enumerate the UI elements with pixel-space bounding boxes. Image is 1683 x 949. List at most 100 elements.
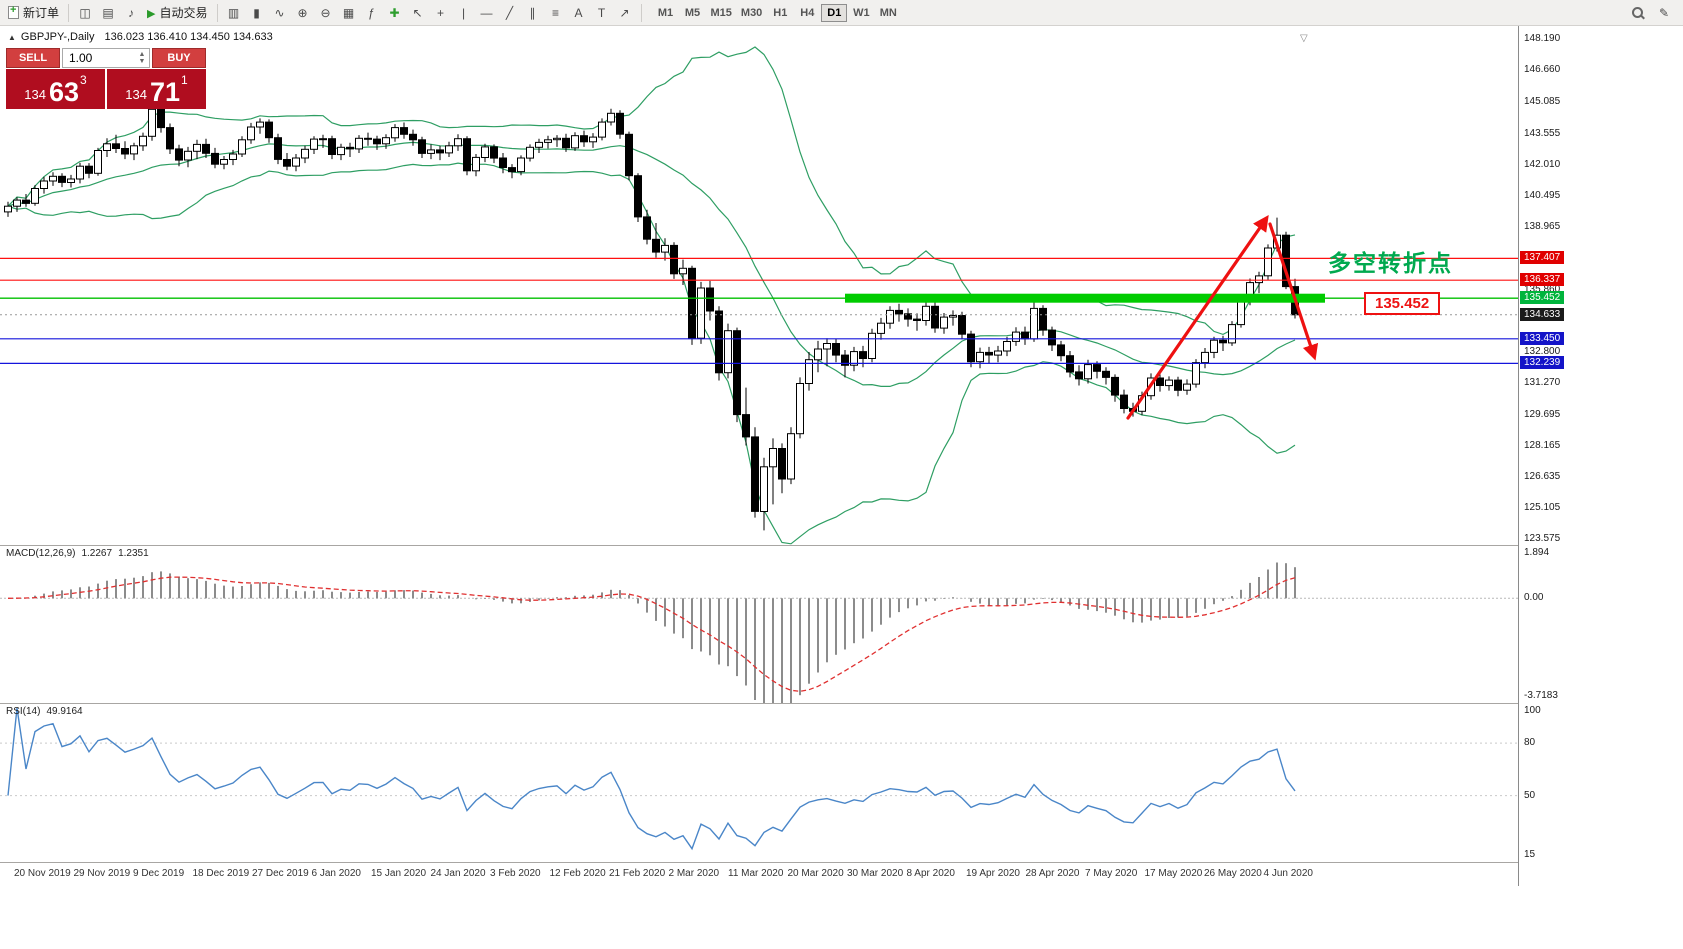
candle-body [76,165,84,180]
vertical-line-icon[interactable]: | [453,3,475,23]
candle-body [499,157,507,168]
indicators-icon[interactable]: ƒ [361,3,383,23]
label-icon[interactable]: T [591,3,613,23]
rsi-value: 49.9164 [46,706,83,717]
profiles-icon[interactable]: ▤ [97,3,119,23]
auto-trading-button[interactable]: 自动交易 [143,3,211,23]
candle-body [310,138,318,150]
price-badge: 136.337 [1520,273,1565,287]
macd-panel[interactable] [0,545,1518,703]
chart-title: GBPJPY-,Daily 136.023 136.410 134.450 134… [8,31,273,43]
horizontal-line-icon[interactable]: — [476,3,498,23]
text-icon[interactable]: A [568,3,590,23]
timeframe-w1[interactable]: W1 [848,4,874,22]
candle-body [526,146,534,159]
price-badge: 133.450 [1520,331,1565,345]
candle-body [841,354,849,366]
sell-price-sup: 3 [80,73,87,87]
date-label: 29 Nov 2019 [73,868,131,879]
panel-separator[interactable] [0,545,1683,546]
candlestick-chart-icon[interactable]: ▮ [246,3,268,23]
edit-button[interactable]: ✎ [1653,3,1675,23]
buy-button[interactable]: BUY [152,48,206,68]
candle-body [535,141,543,148]
date-label: 30 Mar 2020 [847,868,904,879]
macd-value-signal: 1.2351 [118,548,149,559]
timeframe-d1[interactable]: D1 [821,3,848,22]
new-order-button[interactable]: 新订单 [4,3,63,23]
line-chart-icon[interactable]: ∿ [269,3,291,23]
alerts-icon[interactable]: ♪ [120,3,142,23]
date-label: 20 Nov 2019 [14,868,71,879]
volume-up-icon[interactable] [136,51,148,58]
timeframe-m5[interactable]: M5 [680,4,706,22]
volume-down-icon[interactable] [136,58,148,65]
candle-body [580,135,588,143]
timeframe-m1[interactable]: M1 [653,4,679,22]
zoom-in-icon[interactable]: ⊕ [292,3,314,23]
trendline-icon[interactable]: ╱ [499,3,521,23]
rsi-panel[interactable] [0,703,1518,862]
chart-shift-marker[interactable] [1300,28,1308,46]
crosshair-icon[interactable]: + [430,3,452,23]
timeframe-h1[interactable]: H1 [767,4,793,22]
candle-body [418,139,426,154]
add-indicator-icon[interactable]: ✚ [384,3,406,23]
candle-body [1021,331,1029,340]
timeframe-h4[interactable]: H4 [794,4,820,22]
support-band [845,293,1325,303]
candle-body [1183,383,1191,391]
bar-chart-icon[interactable]: ▥ [223,3,245,23]
tile-windows-icon[interactable]: ▦ [338,3,360,23]
candle-body [706,287,714,312]
candle-body [175,148,183,161]
candle-body [967,333,975,363]
buy-price-display[interactable]: 134 71 1 [107,69,206,109]
candle-body [427,149,435,154]
chart-area: GBPJPY-,Daily 136.023 136.410 134.450 134… [0,26,1683,949]
panel-separator[interactable] [0,703,1683,704]
volume-input[interactable] [63,49,149,67]
timeframe-mn[interactable]: MN [875,4,901,22]
candle-body [517,157,525,173]
buy-price-sup: 1 [181,73,188,87]
date-label: 4 Jun 2020 [1263,868,1314,879]
price-chart[interactable] [0,26,1518,545]
arrows-icon[interactable]: ↗ [614,3,636,23]
candle-body [778,448,786,480]
date-label: 20 Mar 2020 [787,868,844,879]
sell-button[interactable]: SELL [6,48,60,68]
buy-price-big: 71 [149,77,181,107]
candle-body [742,414,750,438]
charts-window-icon[interactable]: ◫ [74,3,96,23]
sell-price-display[interactable]: 134 63 3 [6,69,105,109]
candle-body [94,150,102,174]
candle-body [796,383,804,435]
one-click-toggle-icon[interactable] [8,31,21,43]
candle-body [40,180,48,189]
axis-label: 129.695 [1524,409,1561,421]
search-button[interactable] [1627,3,1649,23]
candle-body [49,175,57,182]
timeframe-m30[interactable]: M30 [737,4,766,22]
channel-icon[interactable]: ∥ [522,3,544,23]
timeframe-m15[interactable]: M15 [707,4,736,22]
candle-body [769,448,777,468]
date-label: 15 Jan 2020 [371,868,427,879]
candle-body [166,127,174,150]
toolbar-group-tools: ▥ ▮ ∿ ⊕ ⊖ ▦ ƒ ✚ ↖ + | — ╱ ∥ ≡ A T ↗ [223,3,636,23]
candle-body [337,146,345,156]
zoom-out-icon[interactable]: ⊖ [315,3,337,23]
toolbar: 新订单 ◫▤♪ 自动交易 ▥▮∿⊕⊖▦ƒ✚↖+|—╱∥≡AT↗ M1M5M15M… [0,0,1683,26]
candle-body [1219,339,1227,344]
candle-body [697,287,705,339]
buy-price-prefix: 134 [125,87,147,102]
axis-label: 145.085 [1524,96,1561,108]
cursor-icon[interactable]: ↖ [407,3,429,23]
candle-body [184,150,192,161]
axis-label: 126.635 [1524,471,1561,483]
fibonacci-icon[interactable]: ≡ [545,3,567,23]
candle-body [130,145,138,155]
candle-body [1210,339,1218,353]
date-label: 18 Dec 2019 [192,868,250,879]
